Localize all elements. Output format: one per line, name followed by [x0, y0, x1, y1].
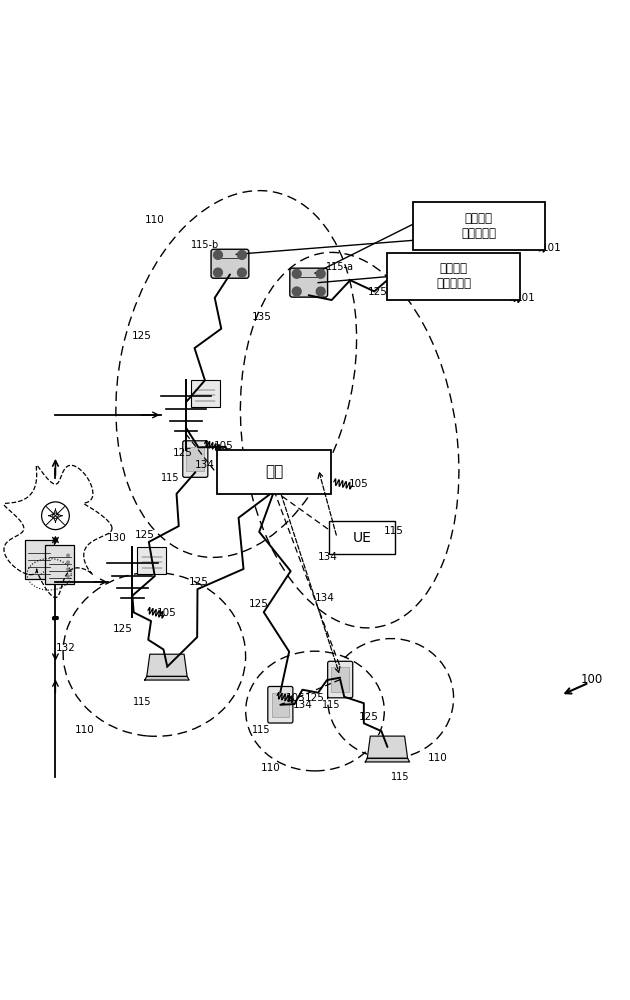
Text: 115: 115 — [321, 700, 340, 710]
Text: 基站: 基站 — [265, 464, 283, 479]
FancyBboxPatch shape — [25, 540, 54, 579]
Text: 125: 125 — [188, 577, 209, 587]
Text: 135: 135 — [251, 312, 272, 322]
Circle shape — [67, 561, 69, 564]
Text: 110: 110 — [261, 763, 281, 773]
FancyBboxPatch shape — [387, 253, 520, 300]
Text: 115-b: 115-b — [191, 240, 219, 250]
FancyBboxPatch shape — [217, 450, 331, 494]
Polygon shape — [145, 676, 189, 680]
FancyBboxPatch shape — [183, 441, 208, 477]
Circle shape — [46, 564, 49, 566]
Text: 134: 134 — [292, 700, 312, 710]
FancyBboxPatch shape — [191, 380, 220, 407]
Circle shape — [46, 557, 49, 559]
FancyBboxPatch shape — [45, 545, 74, 584]
Text: 125: 125 — [368, 287, 388, 297]
Text: 134: 134 — [314, 593, 335, 603]
Text: 101: 101 — [541, 243, 561, 253]
Text: 125: 125 — [358, 712, 379, 722]
FancyBboxPatch shape — [186, 447, 204, 471]
FancyBboxPatch shape — [211, 249, 249, 278]
Text: 110: 110 — [431, 281, 451, 291]
Text: 115: 115 — [252, 725, 271, 735]
Text: 115-a: 115-a — [326, 262, 354, 272]
FancyBboxPatch shape — [328, 661, 353, 698]
Text: 134: 134 — [195, 460, 215, 470]
Polygon shape — [147, 654, 187, 676]
Text: 115: 115 — [161, 473, 180, 483]
Text: 134: 134 — [318, 552, 338, 562]
FancyBboxPatch shape — [413, 202, 545, 250]
Circle shape — [316, 269, 325, 278]
Text: 側行链路
通信管理器: 側行链路 通信管理器 — [436, 262, 471, 290]
Circle shape — [46, 550, 49, 552]
Text: 130: 130 — [106, 533, 127, 543]
FancyBboxPatch shape — [331, 667, 349, 692]
FancyBboxPatch shape — [272, 693, 289, 717]
Text: 125: 125 — [248, 599, 268, 609]
Text: 101: 101 — [516, 293, 536, 303]
Text: 105: 105 — [286, 693, 306, 703]
Text: 105: 105 — [157, 608, 177, 618]
Circle shape — [46, 571, 49, 573]
Text: 125: 125 — [132, 331, 152, 341]
Polygon shape — [367, 736, 408, 758]
Circle shape — [238, 268, 246, 277]
Circle shape — [316, 287, 325, 296]
Text: 110: 110 — [144, 215, 164, 225]
FancyBboxPatch shape — [137, 547, 166, 574]
Text: 115: 115 — [132, 697, 151, 707]
Circle shape — [67, 554, 69, 557]
Circle shape — [214, 268, 222, 277]
Circle shape — [67, 575, 69, 577]
Text: 125: 125 — [305, 693, 325, 703]
Circle shape — [292, 287, 301, 296]
Text: 110: 110 — [428, 753, 448, 763]
Text: 132: 132 — [56, 643, 76, 653]
FancyBboxPatch shape — [268, 686, 293, 723]
Text: 110: 110 — [75, 725, 95, 735]
Circle shape — [67, 568, 69, 571]
Circle shape — [292, 269, 301, 278]
Text: 側行链路
通信管理器: 側行链路 通信管理器 — [461, 212, 496, 240]
Text: UE: UE — [353, 531, 372, 545]
Polygon shape — [365, 758, 410, 762]
Circle shape — [238, 251, 246, 259]
Text: 125: 125 — [173, 448, 193, 458]
Text: 125: 125 — [113, 624, 133, 634]
Text: 115: 115 — [391, 772, 410, 782]
Text: 115: 115 — [384, 526, 404, 536]
FancyBboxPatch shape — [290, 268, 328, 297]
FancyBboxPatch shape — [329, 521, 396, 554]
Text: 100: 100 — [581, 673, 604, 686]
Circle shape — [214, 251, 222, 259]
Text: 105: 105 — [349, 479, 369, 489]
Text: 125: 125 — [135, 530, 155, 540]
Text: 105: 105 — [214, 441, 234, 451]
